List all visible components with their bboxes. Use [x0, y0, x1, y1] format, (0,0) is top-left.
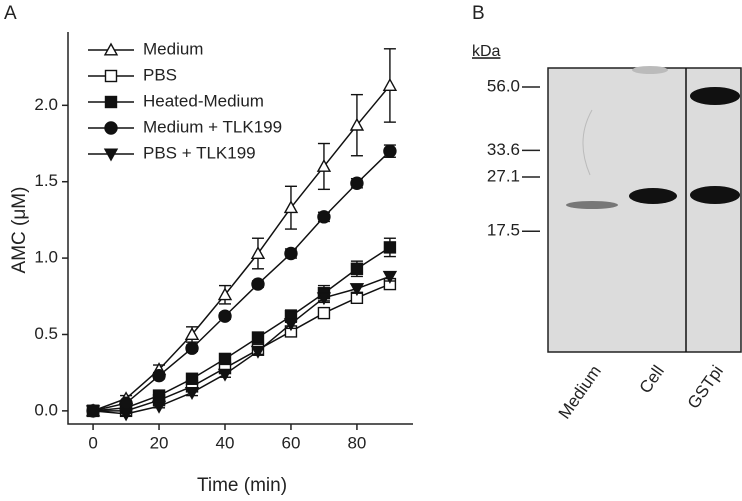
marker — [184, 327, 200, 340]
x-axis-label: Time (min) — [197, 475, 287, 496]
series-line — [92, 150, 391, 412]
artifact — [582, 109, 593, 176]
blot-membrane — [547, 67, 742, 353]
marker — [218, 309, 232, 323]
marker — [383, 241, 397, 254]
marker — [217, 287, 233, 301]
marker — [251, 277, 265, 291]
band — [629, 188, 677, 204]
y-tick-label: 0.5 — [34, 324, 58, 343]
series-line — [92, 84, 391, 412]
marker — [316, 292, 332, 306]
marker — [151, 400, 167, 414]
legend-label: Medium — [143, 39, 203, 58]
marker — [103, 42, 119, 56]
marker — [383, 144, 397, 158]
x-tick-label: 60 — [282, 433, 301, 452]
marker — [104, 69, 118, 83]
marker — [317, 306, 331, 320]
marker — [350, 262, 364, 275]
band — [690, 87, 740, 105]
y-tick-label: 1.0 — [34, 248, 58, 267]
lane-label: Cell — [636, 362, 668, 397]
marker — [349, 283, 365, 297]
marker — [349, 117, 365, 131]
x-tick-label: 80 — [347, 433, 366, 452]
marker — [283, 318, 299, 332]
marker — [284, 246, 298, 261]
y-tick-label: 1.5 — [34, 171, 58, 190]
marker — [250, 246, 266, 260]
unit-label: kDa — [472, 43, 501, 60]
band — [632, 66, 668, 74]
series-line — [93, 283, 391, 412]
mw-marker-label: 56.0 — [487, 76, 520, 95]
marker — [350, 176, 364, 190]
marker — [316, 158, 332, 172]
legend-label: Medium + TLK199 — [143, 117, 282, 136]
marker — [104, 121, 118, 135]
y-axis-label: AMC (μM) — [9, 187, 30, 274]
marker — [103, 148, 119, 162]
marker — [317, 210, 331, 224]
marker — [118, 408, 134, 422]
series-line — [92, 246, 391, 412]
y-tick-label: 2.0 — [34, 95, 58, 114]
marker — [185, 372, 199, 385]
marker — [217, 368, 233, 382]
marker — [185, 341, 199, 355]
panel-label: B — [472, 3, 485, 24]
blot-image — [547, 66, 742, 353]
marker — [152, 369, 166, 383]
mw-marker-label: 27.1 — [487, 166, 520, 185]
series-line — [92, 275, 391, 415]
lane-label: GSTpi — [684, 362, 727, 412]
x-tick-label: 20 — [150, 433, 169, 452]
legend-label: Heated-Medium — [143, 91, 264, 110]
marker — [382, 270, 398, 284]
panel-label: A — [4, 3, 17, 24]
axes — [67, 32, 413, 425]
mw-marker-label: 17.5 — [487, 221, 520, 240]
marker — [184, 387, 200, 400]
marker — [250, 345, 266, 359]
marker — [85, 405, 101, 419]
marker — [382, 78, 398, 91]
band — [566, 201, 618, 209]
lane-label: Medium — [555, 362, 605, 422]
legend-label: PBS + TLK199 — [143, 143, 256, 162]
band — [690, 186, 740, 204]
marker — [104, 95, 118, 109]
y-tick-label: 0.0 — [34, 400, 58, 419]
legend-label: PBS — [143, 65, 177, 84]
marker — [218, 352, 232, 366]
x-tick-label: 0 — [88, 433, 97, 452]
marker — [283, 200, 299, 214]
marker — [119, 396, 133, 410]
x-tick-label: 40 — [216, 433, 235, 452]
mw-marker-label: 33.6 — [487, 140, 520, 159]
marker — [251, 331, 265, 344]
marker — [152, 389, 166, 402]
